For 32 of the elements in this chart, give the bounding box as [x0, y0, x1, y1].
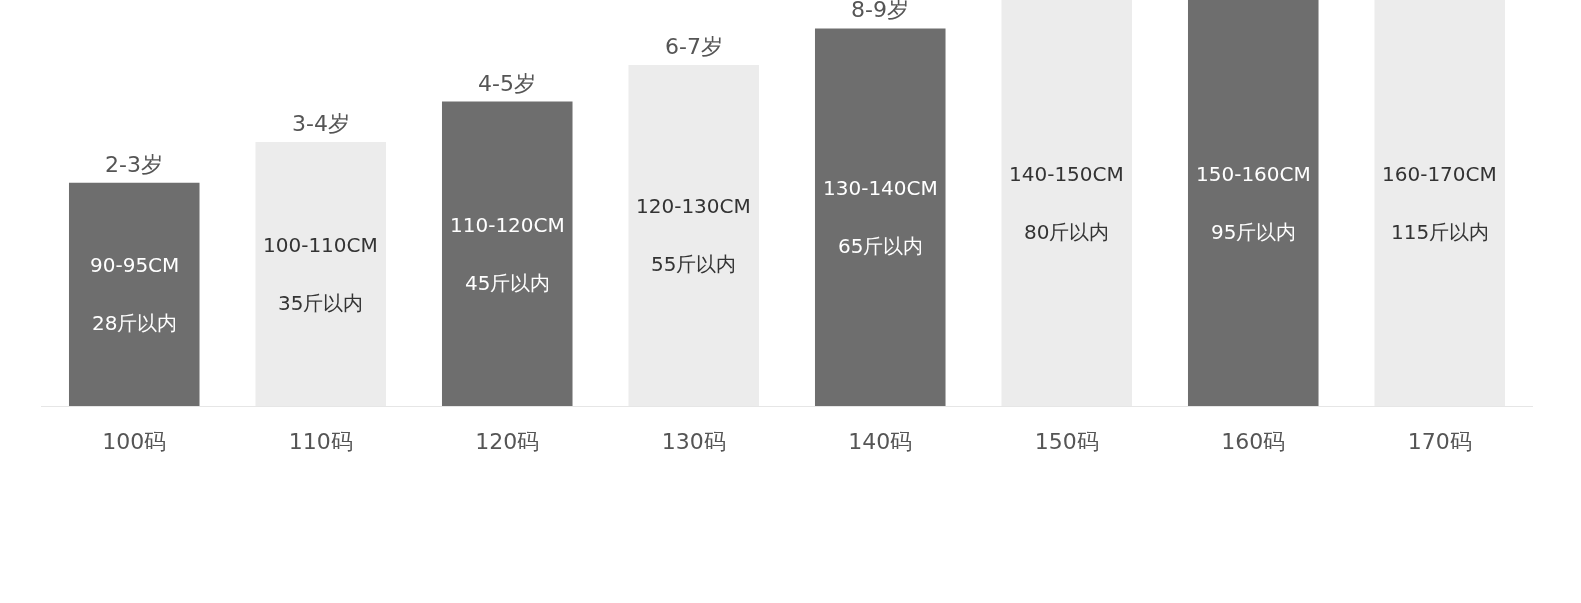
annotation: 90-95CM — [90, 253, 180, 277]
annotation: 150-160CM — [1196, 162, 1311, 186]
x-tick-label: 110码 — [288, 429, 353, 455]
annotation: 35斤以内 — [278, 291, 364, 315]
x-tick-label: 130码 — [661, 429, 726, 455]
annotation: 65斤以内 — [838, 234, 924, 258]
annotation: 45斤以内 — [465, 271, 551, 295]
x-tick-label: 100码 — [102, 429, 167, 455]
bar — [814, 28, 946, 406]
annotation: 160-170CM — [1382, 162, 1497, 186]
bar — [441, 101, 573, 406]
x-tick-label: 140码 — [848, 429, 913, 455]
annotation: 115斤以内 — [1391, 220, 1490, 244]
x-tick-label: 150码 — [1034, 429, 1099, 455]
annotation: 120-130CM — [636, 194, 751, 218]
annotation: 3-4岁 — [292, 111, 350, 136]
annotation: 2-3岁 — [105, 152, 163, 177]
annotation: 100-110CM — [263, 233, 378, 257]
bar — [1187, 0, 1319, 406]
x-tick-label: 170码 — [1407, 429, 1472, 455]
annotation: 130-140CM — [823, 176, 938, 200]
annotation: 55斤以内 — [651, 252, 737, 276]
annotation: 6-7岁 — [665, 34, 723, 59]
annotation: 110-120CM — [450, 213, 565, 237]
annotation: 80斤以内 — [1024, 220, 1110, 244]
x-tick-label: 160码 — [1221, 429, 1286, 455]
annotation: 140-150CM — [1009, 162, 1124, 186]
annotation: 28斤以内 — [92, 311, 178, 335]
bar — [68, 182, 200, 406]
annotation: 4-5岁 — [478, 71, 536, 96]
annotation: 95斤以内 — [1211, 220, 1297, 244]
x-tick-label: 120码 — [475, 429, 540, 455]
